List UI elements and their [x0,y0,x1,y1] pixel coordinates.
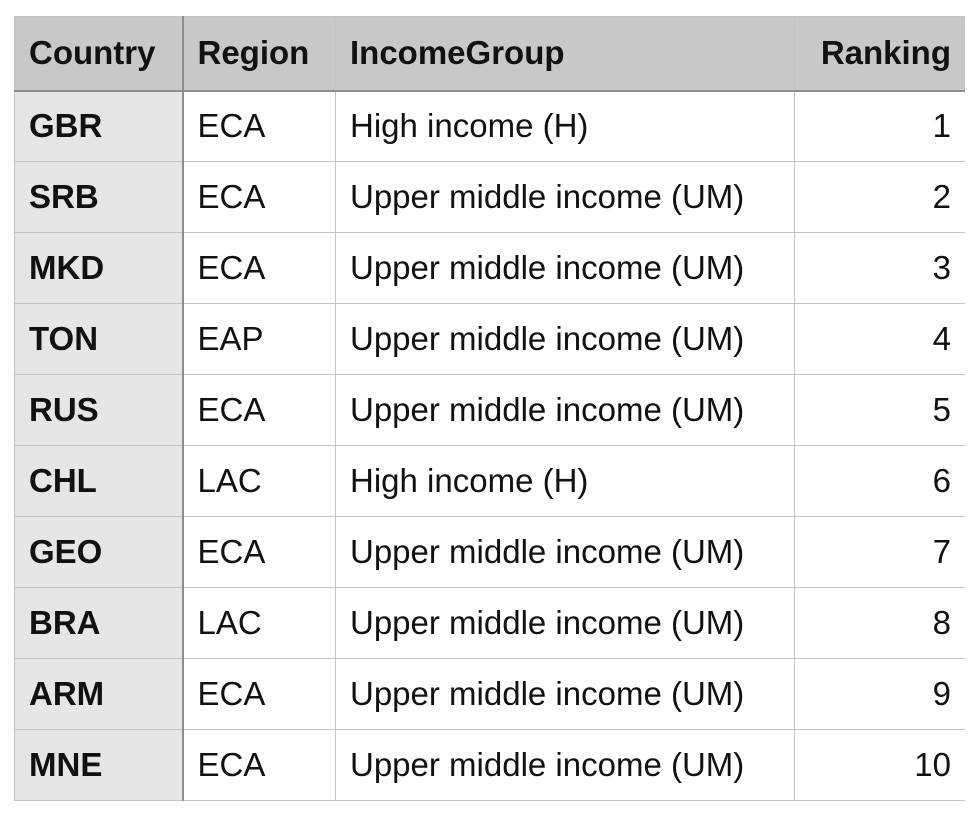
cell-income-group[interactable]: High income (H) [335,445,795,517]
table-row: CHL LAC High income (H) 6 [14,445,965,517]
cell-region[interactable]: ECA [182,658,336,730]
cell-country[interactable]: CHL [14,445,184,517]
cell-income-group[interactable]: Upper middle income (UM) [335,303,795,375]
cell-country[interactable]: GBR [14,90,184,162]
cell-region[interactable]: ECA [182,232,336,304]
column-header-income-group[interactable]: IncomeGroup [335,16,795,92]
cell-income-group[interactable]: Upper middle income (UM) [335,587,795,659]
cell-income-group[interactable]: Upper middle income (UM) [335,232,795,304]
cell-country[interactable]: BRA [14,587,184,659]
cell-income-group[interactable]: Upper middle income (UM) [335,516,795,588]
cell-country[interactable]: ARM [14,658,184,730]
cell-region[interactable]: ECA [182,161,336,233]
cell-country[interactable]: GEO [14,516,184,588]
cell-ranking[interactable]: 4 [794,303,965,375]
header-row: Country Region IncomeGroup Ranking [14,16,965,92]
cell-ranking[interactable]: 7 [794,516,965,588]
cell-country[interactable]: RUS [14,374,184,446]
cell-region[interactable]: ECA [182,516,336,588]
cell-region[interactable]: LAC [182,587,336,659]
cell-income-group[interactable]: Upper middle income (UM) [335,374,795,446]
cell-country[interactable]: SRB [14,161,184,233]
table-row: MKD ECA Upper middle income (UM) 3 [14,232,965,304]
cell-region[interactable]: LAC [182,445,336,517]
table-row: ARM ECA Upper middle income (UM) 9 [14,658,965,730]
table-row: MNE ECA Upper middle income (UM) 10 [14,729,965,801]
cell-country[interactable]: MNE [14,729,184,801]
cell-income-group[interactable]: High income (H) [335,90,795,162]
data-table-container: Country Region IncomeGroup Ranking GBR EC… [14,16,965,806]
table-row: GBR ECA High income (H) 1 [14,90,965,162]
cell-ranking[interactable]: 5 [794,374,965,446]
cell-ranking[interactable]: 2 [794,161,965,233]
cell-region[interactable]: ECA [182,90,336,162]
table-header: Country Region IncomeGroup Ranking [14,16,965,92]
table-body: GBR ECA High income (H) 1 SRB ECA Upper middle… [14,90,965,801]
cell-country[interactable]: TON [14,303,184,375]
table-row: BRA LAC Upper middle income (UM) 8 [14,587,965,659]
column-header-country[interactable]: Country [14,16,184,92]
cell-region[interactable]: ECA [182,374,336,446]
cell-ranking[interactable]: 10 [794,729,965,801]
column-header-ranking[interactable]: Ranking [794,16,965,92]
cell-income-group[interactable]: Upper middle income (UM) [335,161,795,233]
column-header-region[interactable]: Region [182,16,336,92]
cell-income-group[interactable]: Upper middle income (UM) [335,658,795,730]
table-row: SRB ECA Upper middle income (UM) 2 [14,161,965,233]
cell-ranking[interactable]: 8 [794,587,965,659]
cell-ranking[interactable]: 6 [794,445,965,517]
cell-region[interactable]: EAP [182,303,336,375]
cell-region[interactable]: ECA [182,729,336,801]
table-row: RUS ECA Upper middle income (UM) 5 [14,374,965,446]
data-table: Country Region IncomeGroup Ranking GBR EC… [14,16,965,801]
cell-ranking[interactable]: 9 [794,658,965,730]
cell-country[interactable]: MKD [14,232,184,304]
cell-income-group[interactable]: Upper middle income (UM) [335,729,795,801]
cell-ranking[interactable]: 1 [794,90,965,162]
table-row: TON EAP Upper middle income (UM) 4 [14,303,965,375]
cell-ranking[interactable]: 3 [794,232,965,304]
table-row: GEO ECA Upper middle income (UM) 7 [14,516,965,588]
